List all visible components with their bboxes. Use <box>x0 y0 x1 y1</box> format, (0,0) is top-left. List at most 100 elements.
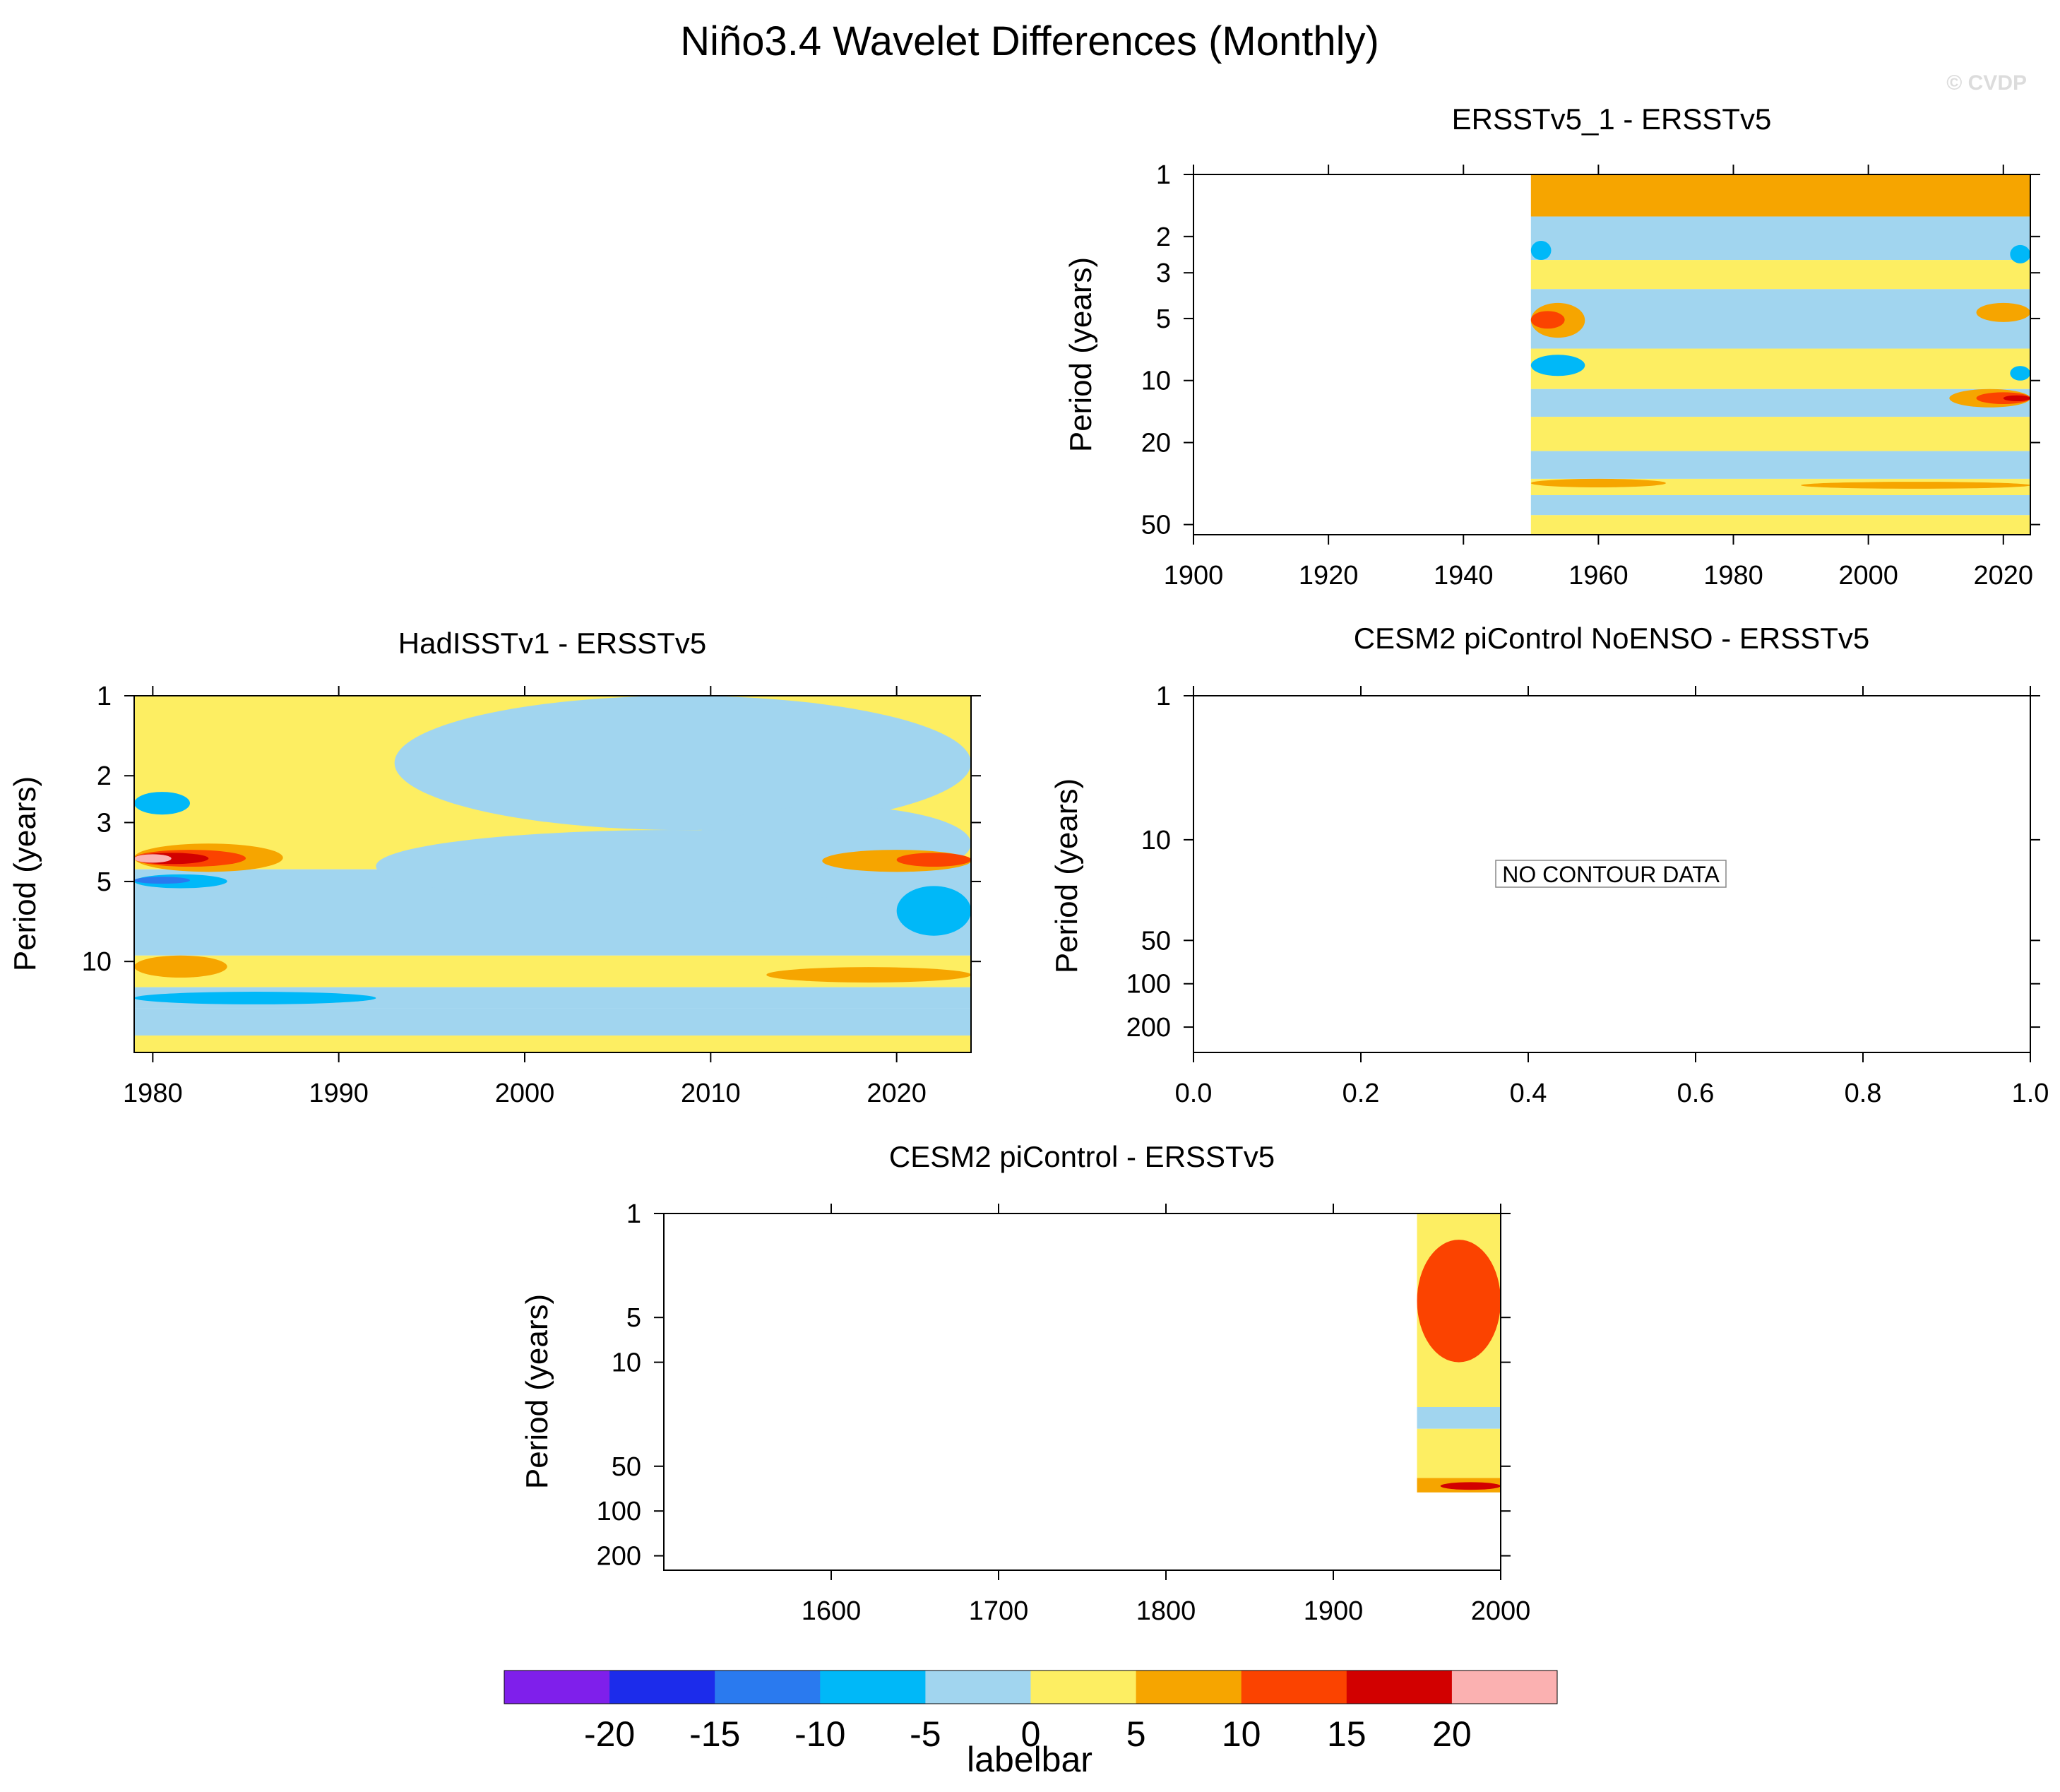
ersst-1-x-tick-label: 1920 <box>1299 561 1359 591</box>
colorbar-label: 10 <box>1222 1714 1261 1754</box>
ersst-1-band-0 <box>1530 174 2030 217</box>
noenso-y-tick-label: 100 <box>1126 970 1171 999</box>
noenso-x-tick-label: 0.0 <box>1175 1079 1213 1108</box>
hadisst-y-tick-label: 5 <box>97 867 112 897</box>
ersst-1-x-tick-label: 2020 <box>1974 561 2034 591</box>
cesm2-y-tick-label: 10 <box>612 1348 641 1378</box>
panel-cesm2: CESM2 piControl - ERSSTv5 Period (years)… <box>520 1140 1530 1626</box>
no-data-box <box>1495 860 1727 888</box>
hadisst-band-4 <box>134 1008 971 1036</box>
cesm2-band-2 <box>1417 1428 1501 1478</box>
colorbar-swatch <box>715 1671 821 1704</box>
cesm2-blob-1 <box>1417 1240 1501 1363</box>
hadisst-x-tick-label: 1990 <box>309 1079 369 1108</box>
cesm2-x-tick-label: 1900 <box>1304 1596 1364 1626</box>
ersst-1-x-tick-label: 1900 <box>1164 561 1224 591</box>
colorbar-label: -20 <box>584 1714 635 1754</box>
cesm2-x-tick-label: 1700 <box>969 1596 1029 1626</box>
ersst-1-y-tick-label: 20 <box>1141 429 1171 458</box>
cesm2-x-tick-label: 1600 <box>802 1596 862 1626</box>
ersst-1-blob-8 <box>2010 244 2030 263</box>
panel-hadisst: HadISSTv1 - ERSSTv5 Period (years) 1980 1… <box>8 627 981 1108</box>
colorbar-swatch <box>1451 1671 1558 1704</box>
ersst-1-y-tick-label: 2 <box>1156 222 1171 252</box>
ersst-1-blob-6 <box>2003 395 2030 402</box>
noenso-x-tick-label: 0.6 <box>1677 1079 1715 1108</box>
plot-frame-ersst-1 <box>1193 174 2031 535</box>
ersst-1-band-3 <box>1530 289 2030 349</box>
cesm2-y-tick-label: 5 <box>626 1303 641 1333</box>
noenso-y-tick-label: 10 <box>1141 826 1171 855</box>
noenso-x-tick-label: 0.2 <box>1342 1079 1380 1108</box>
colorbar-swatch <box>609 1671 715 1704</box>
colorbar-swatch <box>1241 1671 1347 1704</box>
ersst-1-blob-10 <box>1530 478 1666 487</box>
cesm2-x-tick-label: 2000 <box>1471 1596 1531 1626</box>
noenso-x-tick-label: 0.4 <box>1510 1079 1547 1108</box>
heatmap-hadisst <box>134 696 971 1052</box>
colorbar-swatch <box>1346 1671 1453 1704</box>
ersst-1-band-6 <box>1530 417 2030 451</box>
ersst-1-x-tick-label: 1960 <box>1568 561 1629 591</box>
axes-hadisst: 1980 1990 2000 2010 2020 1 2 3 5 10 <box>82 682 981 1108</box>
colorbar-label: 15 <box>1327 1714 1367 1754</box>
ersst-1-blob-7 <box>1976 302 2030 322</box>
colorbar-label: 5 <box>1126 1714 1146 1754</box>
hadisst-band-5 <box>134 1036 971 1052</box>
ersst-1-x-tick-label: 1980 <box>1703 561 1763 591</box>
noenso-x-tick-label: 0.8 <box>1845 1079 1882 1108</box>
ersst-1-blob-3 <box>1530 241 1552 261</box>
hadisst-blob-14 <box>766 967 971 983</box>
hadisst-x-tick-label: 2020 <box>867 1079 927 1108</box>
ersst-1-band-10 <box>1530 515 2030 535</box>
ersst-1-y-tick-label: 3 <box>1156 259 1171 288</box>
hadisst-blob-11 <box>896 853 971 867</box>
colorbar-label: -10 <box>794 1714 845 1754</box>
colorbar-title: labelbar <box>967 1740 1092 1779</box>
cesm2-blob-0 <box>1440 1482 1501 1490</box>
hadisst-y-tick-label: 10 <box>82 947 112 977</box>
ersst-1-blob-11 <box>1801 482 2030 489</box>
hadisst-blob-12 <box>896 886 971 936</box>
axes-cesm2: 1600 1700 1800 1900 2000 1 5 10 50 100 200 <box>597 1199 1531 1626</box>
ersst-1-blob-1 <box>1530 311 1565 329</box>
hadisst-x-tick-label: 2010 <box>681 1079 741 1108</box>
ersst-1-band-2 <box>1530 260 2030 290</box>
colorbar-swatch <box>925 1671 1031 1704</box>
y-axis-label-noenso: Period (years) <box>1049 778 1084 973</box>
hadisst-y-tick-label: 2 <box>97 761 112 791</box>
hadisst-blob-15 <box>134 992 376 1004</box>
ersst-1-band-1 <box>1530 216 2030 261</box>
cesm2-y-tick-label: 50 <box>612 1452 641 1482</box>
ersst-1-y-tick-label: 1 <box>1156 160 1171 190</box>
watermark: © CVDP <box>1946 71 2027 95</box>
plot-frame-cesm2 <box>663 1213 1501 1571</box>
ersst-1-x-tick-label: 1940 <box>1434 561 1494 591</box>
cesm2-y-tick-label: 1 <box>626 1199 641 1229</box>
colorbar-swatch <box>820 1671 926 1704</box>
panel-title-ersst-1: ERSSTv5_1 - ERSSTv5 <box>1452 102 1772 136</box>
heatmap-ersst-1 <box>1530 174 2030 535</box>
ersst-1-band-7 <box>1530 451 2030 479</box>
plot-frame-noenso <box>1193 695 2031 1053</box>
cesm2-y-tick-label: 100 <box>597 1497 641 1526</box>
hadisst-blob-13 <box>134 955 227 978</box>
panel-title-noenso: CESM2 piControl NoENSO - ERSSTv5 <box>1354 622 1870 655</box>
ersst-1-y-tick-label: 10 <box>1141 367 1171 396</box>
hadisst-blob-6 <box>134 854 172 863</box>
axes-noenso: 0.0 0.2 0.4 0.6 0.8 1.0 1 10 50 100 200 <box>1126 682 2049 1108</box>
colorbar-frame <box>504 1670 1558 1704</box>
noenso-y-tick-label: 200 <box>1126 1013 1171 1043</box>
colorbar-label: -15 <box>689 1714 740 1754</box>
panel-noenso: CESM2 piControl NoENSO - ERSSTv5 Period … <box>1049 622 2049 1108</box>
ersst-1-band-4 <box>1530 348 2030 389</box>
noenso-x-tick-label: 1.0 <box>2012 1079 2049 1108</box>
colorbar-swatch <box>1136 1671 1242 1704</box>
hadisst-x-tick-label: 2000 <box>495 1079 555 1108</box>
cesm2-band-1 <box>1417 1406 1501 1429</box>
panel-title-hadisst: HadISSTv1 - ERSSTv5 <box>398 627 706 660</box>
hadisst-blob-8 <box>134 877 190 884</box>
y-axis-label-ersst-1: Period (years) <box>1064 257 1098 452</box>
heatmap-cesm2 <box>1417 1214 1501 1493</box>
